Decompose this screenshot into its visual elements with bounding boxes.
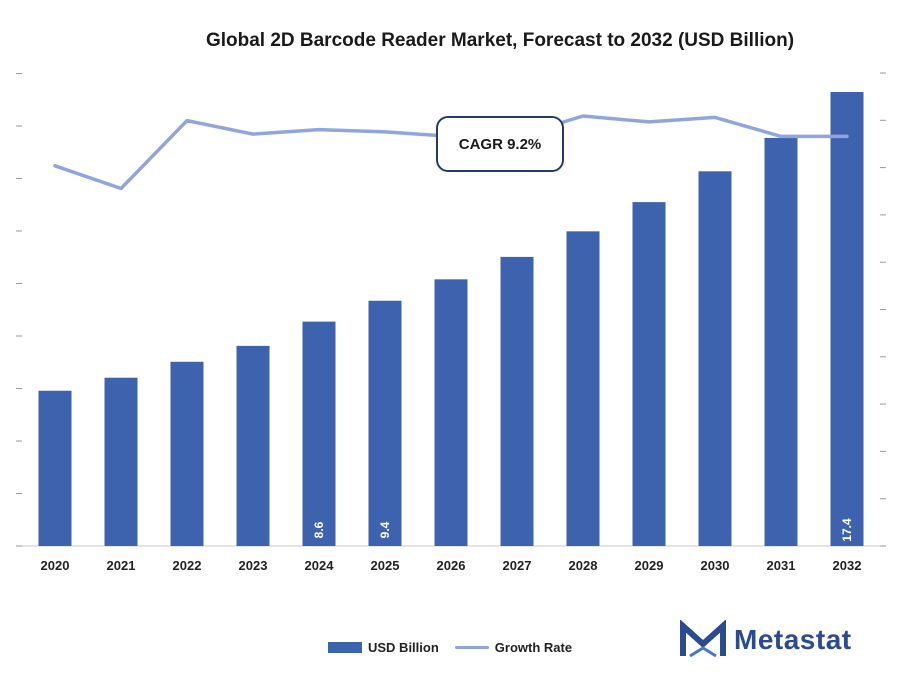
right-axis-ticks [880,72,886,547]
chart-title: Global 2D Barcode Reader Market, Forecas… [205,30,795,51]
x-tick-label-2030: 2030 [701,558,730,573]
bar-2029 [632,202,666,547]
x-tick-label-2022: 2022 [173,558,202,573]
bar-2020 [38,390,72,546]
x-tick-label-2032: 2032 [833,558,862,573]
left-axis-ticks [16,73,22,547]
bar-2026 [434,279,468,546]
legend-label-usd-billion: USD Billion [368,640,439,655]
bar-2030 [698,171,732,547]
data-label-2025: 9.4 [378,521,392,538]
x-tick-label-2031: 2031 [767,558,796,573]
bar-2024 [302,321,336,546]
x-tick-label-2020: 2020 [41,558,70,573]
x-tick-label-2021: 2021 [107,558,136,573]
legend: USD Billion Growth Rate [328,640,572,655]
legend-label-growth-rate: Growth Rate [494,640,573,655]
bar-2031 [764,137,798,546]
x-tick-label-2024: 2024 [305,558,335,573]
bar-2021 [104,377,138,546]
x-tick-label-2027: 2027 [503,558,532,573]
legend-item-usd-billion: USD Billion [328,640,439,655]
metastat-logo-icon [680,620,726,658]
legend-item-growth-rate: Growth Rate [454,640,573,655]
x-tick-label-2026: 2026 [437,558,466,573]
bar-2028 [566,231,600,546]
brand-logo: Metastat [680,620,852,660]
x-tick-label-2025: 2025 [371,558,400,573]
legend-line-swatch [454,646,489,649]
bar-2027 [500,256,534,546]
x-tick-label-2029: 2029 [635,558,664,573]
bar-2032 [830,92,864,546]
cagr-annotation: CAGR 9.2% [436,116,564,172]
legend-bar-swatch [328,642,362,653]
x-tick-label-2028: 2028 [569,558,598,573]
bar-2022 [170,361,204,546]
bar-2025 [368,300,402,546]
data-label-2024: 8.6 [312,521,326,538]
brand-name: Metastat [734,624,852,655]
bar-2023 [236,345,270,546]
data-label-2032: 17.4 [840,518,854,542]
x-tick-label-2023: 2023 [239,558,268,573]
